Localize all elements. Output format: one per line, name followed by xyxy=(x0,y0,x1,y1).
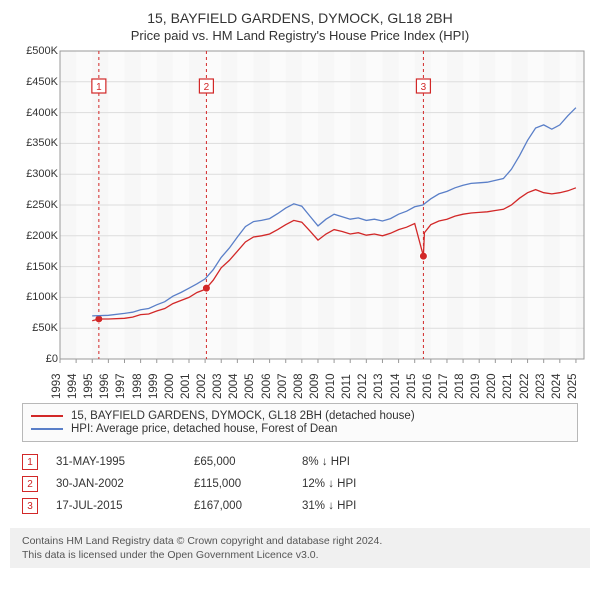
x-tick-label: 2006 xyxy=(261,373,273,399)
event-pct: 31% ↓ HPI xyxy=(302,500,356,512)
event-row: 3 17-JUL-2015 £167,000 31% ↓ HPI xyxy=(22,498,578,514)
x-tick-label: 2011 xyxy=(341,374,353,399)
event-price: £65,000 xyxy=(194,456,284,468)
x-tick-label: 2020 xyxy=(486,373,498,399)
x-tick-label: 1994 xyxy=(67,373,79,399)
x-tick-label: 2023 xyxy=(535,373,547,399)
x-tick-label: 2022 xyxy=(519,373,531,399)
x-tick-label: 1993 xyxy=(51,373,63,399)
y-tick-label: £300K xyxy=(12,168,58,180)
x-tick-label: 2024 xyxy=(551,373,563,399)
event-date: 31-MAY-1995 xyxy=(56,456,176,468)
x-tick-label: 2015 xyxy=(406,373,418,399)
legend: 15, BAYFIELD GARDENS, DYMOCK, GL18 2BH (… xyxy=(22,403,578,442)
event-row: 1 31-MAY-1995 £65,000 8% ↓ HPI xyxy=(22,454,578,470)
y-tick-label: £50K xyxy=(12,322,58,334)
x-tick-label: 2017 xyxy=(438,373,450,399)
legend-swatch xyxy=(31,428,63,430)
svg-text:2: 2 xyxy=(204,82,210,93)
x-tick-label: 2008 xyxy=(293,373,305,399)
x-tick-label: 2025 xyxy=(567,373,579,399)
x-tick-label: 1997 xyxy=(115,373,127,399)
subtitle: Price paid vs. HM Land Registry's House … xyxy=(10,28,590,43)
x-tick-label: 2014 xyxy=(390,373,402,399)
y-tick-label: £200K xyxy=(12,230,58,242)
svg-text:1: 1 xyxy=(96,82,102,93)
footer-line1: Contains HM Land Registry data © Crown c… xyxy=(22,534,578,548)
event-number: 1 xyxy=(22,454,38,470)
legend-row: HPI: Average price, detached house, Fore… xyxy=(31,423,569,435)
x-tick-label: 2021 xyxy=(502,373,514,399)
x-tick-label: 2013 xyxy=(373,373,385,399)
x-tick-label: 2018 xyxy=(454,373,466,399)
event-number: 3 xyxy=(22,498,38,514)
chart: 1 2 3 1993 1994 1995 1996 1997 1998 1999 2000 2001… xyxy=(10,47,590,399)
event-date: 17-JUL-2015 xyxy=(56,500,176,512)
legend-label: HPI: Average price, detached house, Fore… xyxy=(71,423,337,435)
x-tick-label: 2004 xyxy=(228,373,240,399)
chart-svg: 1 2 3 xyxy=(10,47,590,399)
legend-swatch xyxy=(31,415,63,417)
event-price: £167,000 xyxy=(194,500,284,512)
y-tick-label: £100K xyxy=(12,291,58,303)
y-tick-label: £500K xyxy=(12,45,58,57)
event-row: 2 30-JAN-2002 £115,000 12% ↓ HPI xyxy=(22,476,578,492)
event-number: 2 xyxy=(22,476,38,492)
x-tick-label: 2009 xyxy=(309,373,321,399)
event-date: 30-JAN-2002 xyxy=(56,478,176,490)
footer-line2: This data is licensed under the Open Gov… xyxy=(22,548,578,562)
x-tick-label: 2016 xyxy=(422,373,434,399)
title: 15, BAYFIELD GARDENS, DYMOCK, GL18 2BH xyxy=(10,10,590,26)
x-tick-label: 2003 xyxy=(212,373,224,399)
event-pct: 8% ↓ HPI xyxy=(302,456,350,468)
x-tick-label: 2019 xyxy=(470,373,482,399)
x-tick-label: 2000 xyxy=(164,373,176,399)
x-tick-label: 2002 xyxy=(196,373,208,399)
y-tick-label: £150K xyxy=(12,261,58,273)
x-tick-label: 2010 xyxy=(325,373,337,399)
footer: Contains HM Land Registry data © Crown c… xyxy=(10,528,590,568)
x-tick-label: 1999 xyxy=(148,373,160,399)
event-price: £115,000 xyxy=(194,478,284,490)
event-pct: 12% ↓ HPI xyxy=(302,478,356,490)
svg-text:3: 3 xyxy=(421,82,427,93)
x-tick-label: 2001 xyxy=(180,373,192,399)
x-tick-label: 1996 xyxy=(99,373,111,399)
x-tick-label: 2007 xyxy=(277,373,289,399)
y-tick-label: £250K xyxy=(12,199,58,211)
events-table: 1 31-MAY-1995 £65,000 8% ↓ HPI 2 30-JAN-2002 £… xyxy=(22,448,578,520)
y-tick-label: £350K xyxy=(12,137,58,149)
x-tick-label: 1995 xyxy=(83,373,95,399)
y-tick-label: £0 xyxy=(12,353,58,365)
title-block: 15, BAYFIELD GARDENS, DYMOCK, GL18 2BH P… xyxy=(10,8,590,47)
x-tick-label: 2012 xyxy=(357,373,369,399)
y-tick-label: £400K xyxy=(12,107,58,119)
y-tick-label: £450K xyxy=(12,76,58,88)
legend-row: 15, BAYFIELD GARDENS, DYMOCK, GL18 2BH (… xyxy=(31,410,569,422)
x-tick-label: 2005 xyxy=(244,373,256,399)
x-tick-label: 1998 xyxy=(132,373,144,399)
legend-label: 15, BAYFIELD GARDENS, DYMOCK, GL18 2BH (… xyxy=(71,410,415,422)
